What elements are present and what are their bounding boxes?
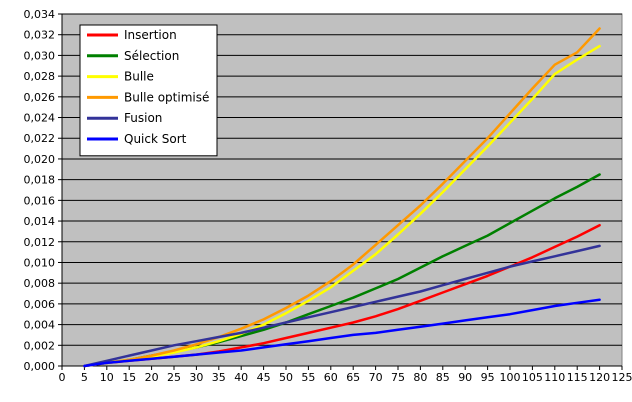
- x-tick-label: 30: [189, 371, 203, 384]
- y-tick-label: 0,000: [24, 360, 56, 373]
- series-line-fusion: [83, 244, 601, 368]
- y-tick-label: 0,010: [24, 256, 56, 269]
- x-tick-label: 80: [413, 371, 427, 384]
- y-tick-label: 0,032: [24, 29, 56, 42]
- series-lines: [83, 27, 601, 368]
- x-tick-label: 90: [458, 371, 472, 384]
- y-tick-label: 0,014: [24, 215, 56, 228]
- y-tick-label: 0,018: [24, 174, 56, 187]
- y-tick-label: 0,020: [24, 153, 56, 166]
- x-tick-label: 105: [522, 371, 543, 384]
- series-line-bulle-optimise: [83, 27, 601, 368]
- x-axis-ticks: 0 5 10 15 20 25 30 35 40 45 50 55 60 65 70 75 80 85 90 95 10…: [59, 366, 632, 384]
- y-tick-label: 0,002: [24, 339, 56, 352]
- y-tick-label: 0,026: [24, 91, 56, 104]
- legend-box: [79, 24, 218, 157]
- y-tick-label: 0,022: [24, 132, 56, 145]
- y-axis-ticks: 0,000 0,002 0,004 0,006 0,008 0,010 0,012 0,014…: [24, 8, 62, 373]
- x-tick-label: 60: [324, 371, 338, 384]
- x-tick-label: 10: [100, 371, 114, 384]
- x-tick-label: 0: [59, 371, 66, 384]
- x-tick-label: 70: [369, 371, 383, 384]
- x-tick-label: 75: [391, 371, 405, 384]
- y-tick-label: 0,006: [24, 298, 56, 311]
- x-tick-label: 45: [257, 371, 271, 384]
- legend-label: Bulle: [124, 70, 154, 84]
- legend-label: Insertion: [124, 28, 177, 42]
- x-tick-label: 5: [81, 371, 88, 384]
- axes: [61, 14, 622, 367]
- x-tick-label: 20: [145, 371, 159, 384]
- x-tick-label: 110: [544, 371, 565, 384]
- legend-label: Quick Sort: [124, 132, 187, 146]
- x-tick-label: 115: [567, 371, 588, 384]
- series-line-quick-sort: [83, 298, 601, 368]
- y-tick-label: 0,028: [24, 70, 56, 83]
- y-tick-label: 0,030: [24, 49, 56, 62]
- y-tick-label: 0,034: [24, 8, 56, 21]
- x-tick-label: 100: [500, 371, 521, 384]
- y-tick-label: 0,012: [24, 236, 56, 249]
- legend-label: Bulle optimisé: [124, 90, 209, 104]
- x-tick-label: 120: [589, 371, 610, 384]
- x-tick-label: 25: [167, 371, 181, 384]
- x-tick-label: 15: [122, 371, 136, 384]
- y-tick-label: 0,008: [24, 277, 56, 290]
- y-tick-label: 0,004: [24, 319, 56, 332]
- x-tick-label: 55: [301, 371, 315, 384]
- y-tick-label: 0,016: [24, 194, 56, 207]
- series-line-bulle: [83, 44, 601, 368]
- x-tick-label: 50: [279, 371, 293, 384]
- x-tick-label: 35: [212, 371, 226, 384]
- legend-label: Sélection: [124, 49, 179, 63]
- x-tick-label: 85: [436, 371, 450, 384]
- x-tick-label: 40: [234, 371, 248, 384]
- y-tick-label: 0,024: [24, 112, 56, 125]
- legend-label: Fusion: [124, 111, 162, 125]
- x-tick-label: 95: [481, 371, 495, 384]
- x-tick-label: 125: [612, 371, 632, 384]
- x-tick-label: 65: [346, 371, 360, 384]
- legend: Insertion Sélection Bulle Bulle optimisé Fus…: [79, 24, 218, 157]
